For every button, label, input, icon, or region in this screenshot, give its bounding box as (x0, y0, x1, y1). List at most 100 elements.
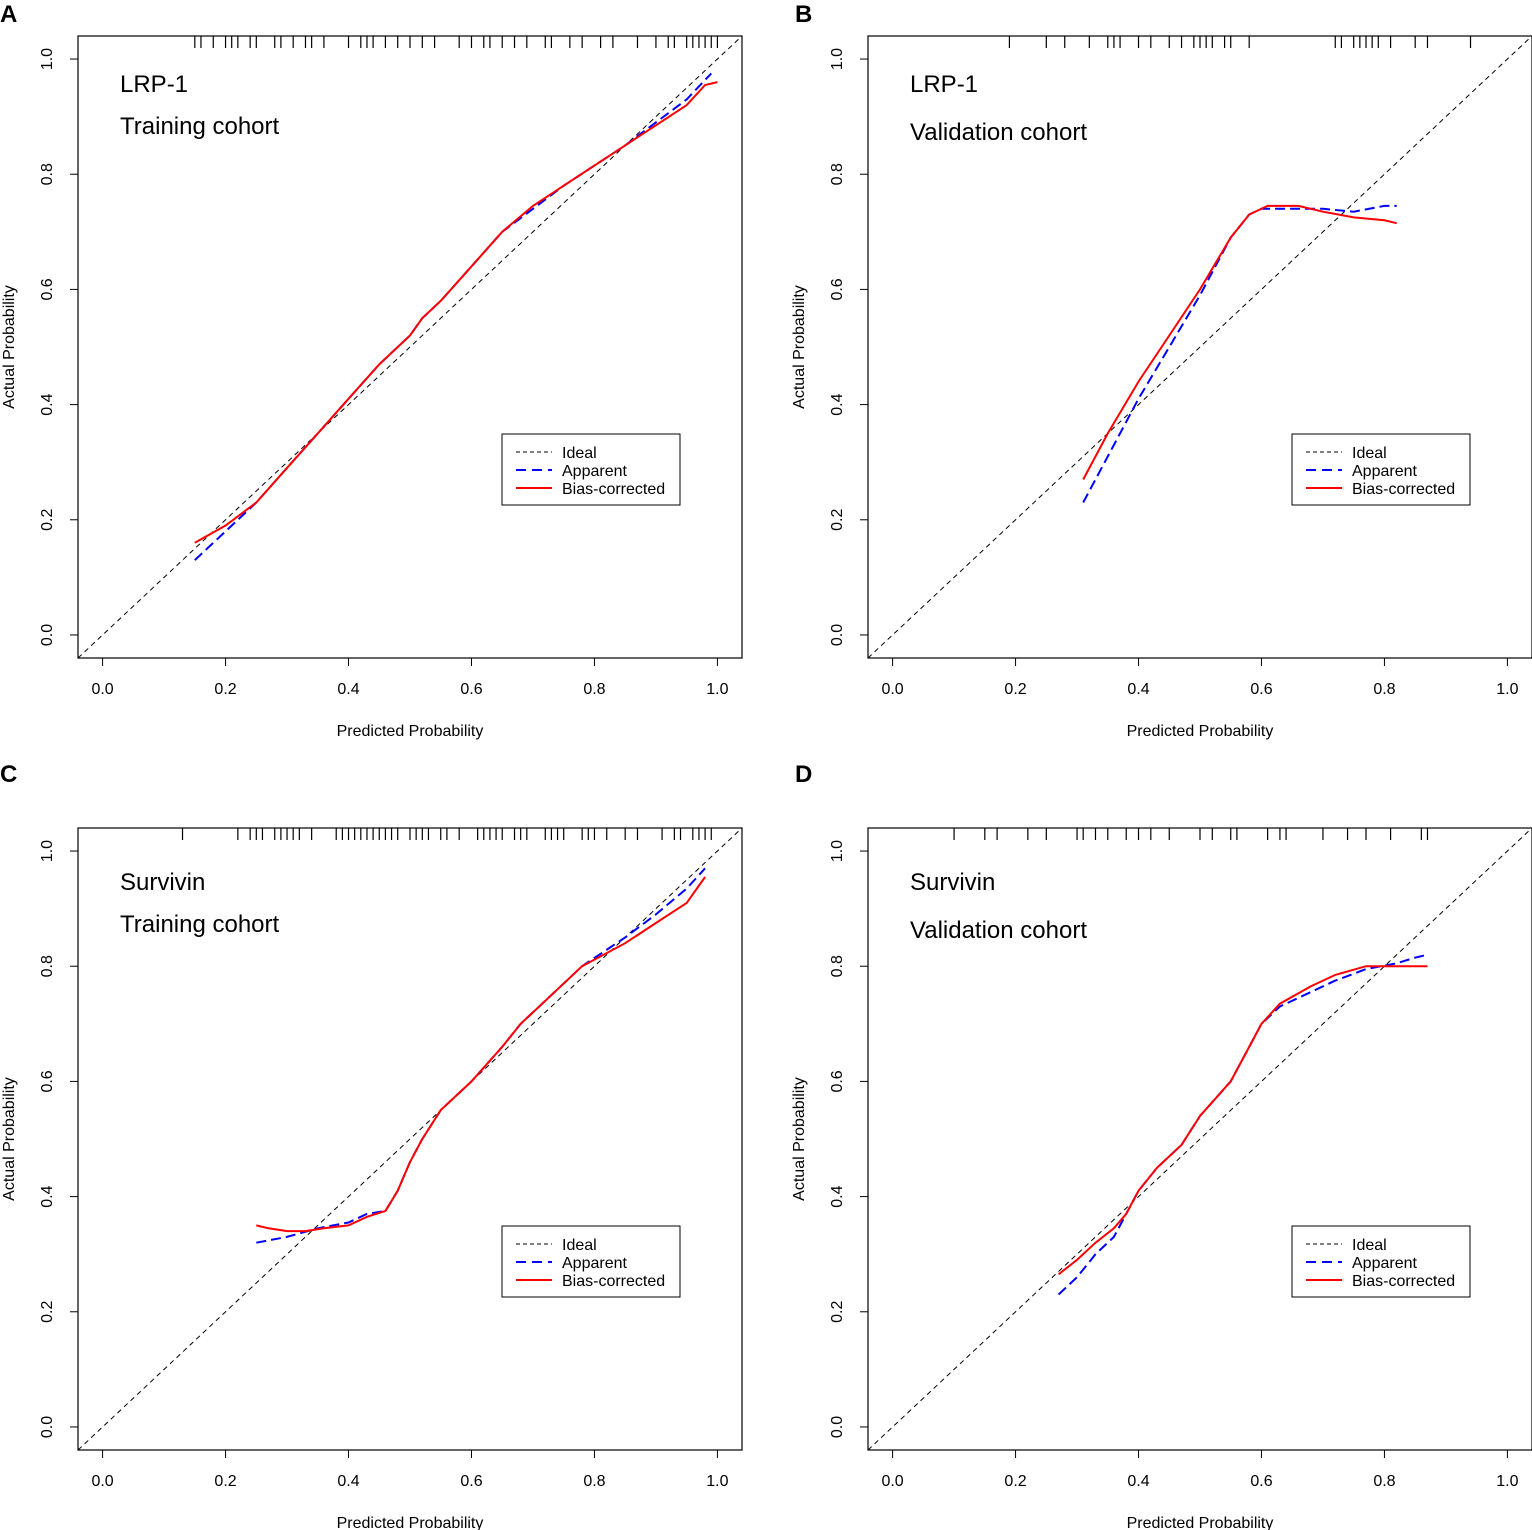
x-tick-label: 0.2 (214, 1473, 236, 1490)
x-tick-label: 0.0 (91, 1473, 113, 1490)
marker-name-label: Survivin (120, 869, 205, 896)
legend-label: Apparent (1352, 1255, 1417, 1272)
x-tick-label: 0.2 (1004, 1473, 1026, 1490)
x-tick-label: 0.6 (460, 1473, 482, 1490)
x-tick-label: 0.0 (881, 1473, 903, 1490)
y-tick-label: 0.4 (39, 1185, 56, 1207)
y-axis-label: Actual Probability (1, 1077, 18, 1201)
legend-label: Ideal (1352, 1237, 1387, 1254)
ideal-line (868, 828, 1532, 1450)
x-tick-label: 0.2 (214, 681, 236, 698)
y-tick-label: 0.2 (39, 1301, 56, 1323)
panel-letter: D (795, 761, 812, 788)
legend-label: Ideal (1352, 445, 1387, 462)
cohort-label: Training cohort (120, 911, 280, 938)
y-tick-label: 0.4 (39, 393, 56, 415)
x-tick-label: 1.0 (706, 681, 728, 698)
y-tick-label: 1.0 (829, 48, 846, 70)
y-tick-label: 0.8 (39, 163, 56, 185)
y-tick-label: 1.0 (39, 48, 56, 70)
legend-label: Apparent (562, 1255, 627, 1272)
bias-corrected-line (1082, 204, 1397, 480)
y-tick-label: 0.8 (829, 163, 846, 185)
bias-corrected-line (1057, 965, 1428, 1276)
y-tick-label: 0.0 (829, 1416, 846, 1438)
x-tick-label: 0.2 (1004, 681, 1026, 698)
cohort-label: Validation cohort (910, 119, 1087, 146)
x-tick-label: 0.4 (1127, 1473, 1149, 1490)
marker-name-label: LRP-1 (910, 71, 978, 98)
panel-letter: B (795, 1, 812, 28)
y-tick-label: 0.4 (829, 1185, 846, 1207)
x-tick-label: 0.8 (1373, 681, 1395, 698)
legend-label: Ideal (562, 445, 597, 462)
x-tick-label: 0.6 (460, 681, 482, 698)
y-tick-label: 0.6 (39, 278, 56, 300)
y-tick-label: 0.0 (39, 624, 56, 646)
y-tick-label: 1.0 (39, 840, 56, 862)
y-tick-label: 0.0 (39, 1416, 56, 1438)
x-axis-label: Predicted Probability (1127, 723, 1274, 740)
y-tick-label: 0.2 (39, 509, 56, 531)
legend-box (501, 1225, 681, 1298)
marker-name-label: LRP-1 (120, 71, 188, 98)
panel-a: A 0.0 0.2 0.4 0.6 0.8 1.0 0.0 0.2 0.4 0.6 0.8 1.0 Pre… (0, 1, 743, 740)
x-tick-label: 0.6 (1250, 681, 1272, 698)
apparent-line (256, 867, 706, 1244)
x-axis-label: Predicted Probability (1127, 1515, 1274, 1530)
y-tick-label: 0.4 (829, 393, 846, 415)
panel-b: B 0.0 0.2 0.4 0.6 0.8 1.0 0.0 0.2 0.4 0.6 0.8 1.0 Pre… (791, 1, 1532, 740)
y-axis-label: Actual Probability (1, 285, 18, 409)
x-axis-label: Predicted Probability (337, 1515, 484, 1530)
y-tick-label: 0.8 (39, 955, 56, 977)
bias-corrected-line (194, 81, 718, 544)
y-axis-label: Actual Probability (791, 285, 808, 409)
panel-letter: A (0, 1, 17, 28)
x-tick-label: 0.8 (1373, 1473, 1395, 1490)
panel-d: D 0.0 0.2 0.4 0.6 0.8 1.0 0.0 0.2 0.4 0.6 0.8 1.0 Pre… (791, 761, 1532, 1530)
y-tick-label: 0.6 (829, 278, 846, 300)
x-tick-label: 0.0 (91, 681, 113, 698)
x-tick-label: 1.0 (1496, 1473, 1518, 1490)
x-tick-label: 0.4 (337, 1473, 359, 1490)
ideal-line (868, 36, 1532, 658)
panel-c: C 0.0 0.2 0.4 0.6 0.8 1.0 0.0 0.2 0.4 0.6 0.8 1.0 Pre… (0, 761, 743, 1530)
y-tick-label: 0.6 (39, 1070, 56, 1092)
y-tick-label: 0.6 (829, 1070, 846, 1092)
legend-label: Bias-corrected (562, 1273, 665, 1290)
legend-box (1291, 1225, 1471, 1298)
legend-box (1291, 433, 1471, 506)
y-tick-label: 0.0 (829, 624, 846, 646)
cohort-label: Validation cohort (910, 917, 1087, 944)
x-tick-label: 0.4 (1127, 681, 1149, 698)
x-tick-label: 0.8 (583, 1473, 605, 1490)
x-tick-label: 0.6 (1250, 1473, 1272, 1490)
x-tick-label: 0.4 (337, 681, 359, 698)
legend-box (501, 433, 681, 506)
x-tick-label: 0.8 (583, 681, 605, 698)
y-tick-label: 0.2 (829, 509, 846, 531)
legend-label: Apparent (562, 463, 627, 480)
y-tick-label: 1.0 (829, 840, 846, 862)
panel-letter: C (0, 761, 17, 788)
cohort-label: Training cohort (120, 113, 280, 140)
x-tick-label: 1.0 (1496, 681, 1518, 698)
legend-label: Apparent (1352, 463, 1417, 480)
legend-label: Bias-corrected (1352, 1273, 1455, 1290)
legend-label: Bias-corrected (562, 481, 665, 498)
legend-label: Ideal (562, 1237, 597, 1254)
legend-label: Bias-corrected (1352, 481, 1455, 498)
y-tick-label: 0.8 (829, 955, 846, 977)
x-tick-label: 0.0 (881, 681, 903, 698)
y-axis-label: Actual Probability (791, 1077, 808, 1201)
marker-name-label: Survivin (910, 869, 995, 896)
y-tick-label: 0.2 (829, 1301, 846, 1323)
x-tick-label: 1.0 (706, 1473, 728, 1490)
x-axis-label: Predicted Probability (337, 723, 484, 740)
bias-corrected-line (256, 876, 706, 1233)
